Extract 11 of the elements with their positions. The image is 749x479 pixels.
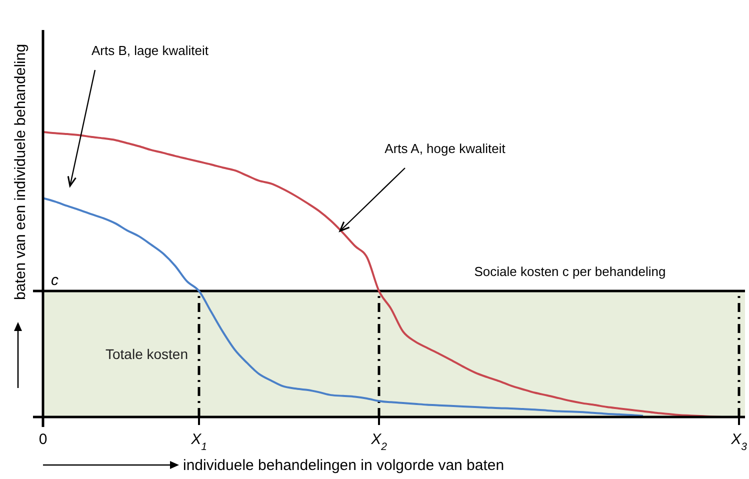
annotation: Arts A, hoge kwaliteit — [384, 141, 506, 156]
ref-line-label: c — [51, 272, 59, 290]
x-axis-title: individuele behandelingen in volgorde van baten — [183, 457, 504, 474]
x-tick-label: 0 — [38, 431, 48, 448]
text: Arts B, lage kwaliteit — [91, 43, 209, 58]
band-label: Totale kosten — [106, 346, 188, 362]
y-axis-title: baten van een individuele behandeling — [12, 44, 29, 300]
x-tick-label: X$_{3}$ — [730, 431, 748, 453]
x-tick-label: X$_{1}$ — [190, 431, 207, 453]
x-tick-label: X$_{2}$ — [370, 431, 388, 453]
annotation: Sociale kosten c per behandeling — [474, 264, 666, 279]
